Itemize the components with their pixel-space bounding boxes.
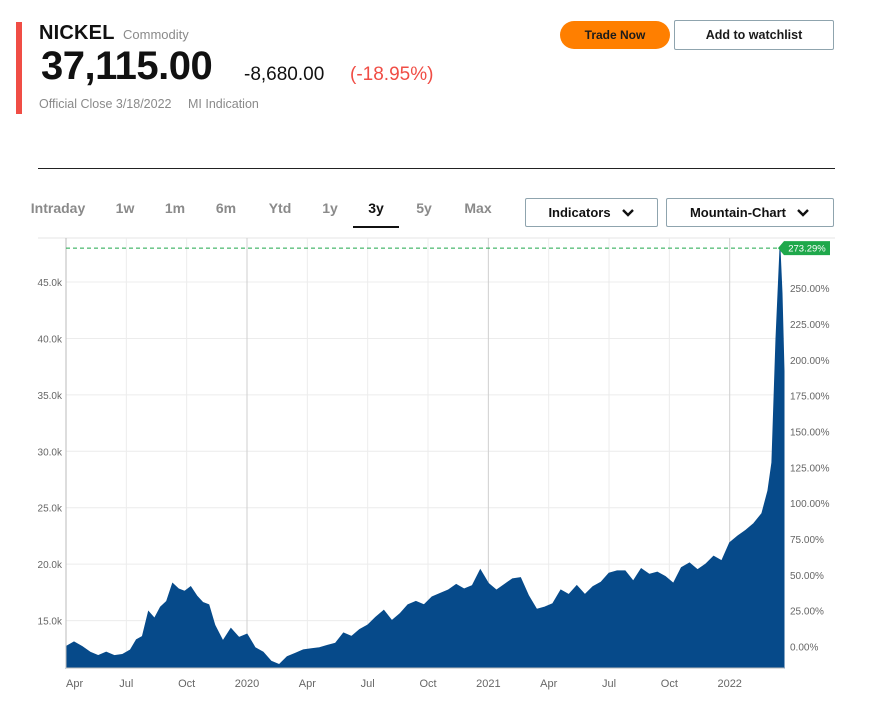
x-tick-label: Apr bbox=[540, 678, 557, 690]
y-tick-label: 35.0k bbox=[38, 391, 63, 402]
pct-tick-label: 0.00% bbox=[790, 643, 818, 654]
y-tick-label: 40.0k bbox=[38, 334, 63, 345]
x-tick-label: Jul bbox=[602, 678, 616, 690]
y-tick-label: 15.0k bbox=[38, 617, 63, 628]
trade-now-button[interactable]: Trade Now bbox=[560, 21, 670, 49]
indicators-label: Indicators bbox=[548, 205, 611, 220]
x-tick-label: Jul bbox=[361, 678, 375, 690]
price-change: -8,680.00 bbox=[244, 64, 325, 85]
pct-tick-label: 150.00% bbox=[790, 428, 830, 439]
tab-intraday[interactable]: Intraday bbox=[30, 200, 86, 216]
pct-tick-label: 225.00% bbox=[790, 320, 830, 331]
pct-tick-label: 25.00% bbox=[790, 607, 824, 618]
high-marker-label: 273.29% bbox=[788, 244, 826, 255]
tab-1w[interactable]: 1w bbox=[115, 200, 135, 216]
asset-category: Commodity bbox=[123, 27, 189, 42]
y-tick-label: 30.0k bbox=[38, 447, 63, 458]
indicators-dropdown[interactable]: Indicators bbox=[525, 198, 658, 227]
y-tick-label: 25.0k bbox=[38, 504, 63, 515]
tab-3y[interactable]: 3y bbox=[368, 200, 384, 216]
indication-label: MI Indication bbox=[188, 97, 259, 111]
chevron-down-icon bbox=[621, 208, 634, 217]
y-tick-label: 20.0k bbox=[38, 560, 63, 571]
tab-ytd[interactable]: Ytd bbox=[268, 200, 292, 216]
x-tick-label: Jul bbox=[119, 678, 133, 690]
last-price: 37,115.00 bbox=[41, 44, 213, 88]
official-close-info: Official Close 3/18/2022 bbox=[39, 97, 172, 111]
pct-tick-label: 175.00% bbox=[790, 392, 830, 403]
tab-6m[interactable]: 6m bbox=[215, 200, 237, 216]
chart-type-label: Mountain-Chart bbox=[689, 205, 787, 220]
price-chart[interactable]: 15.0k 20.0k 25.0k 30.0k 35.0k 40.0k 45.0k 0.00%… bbox=[0, 230, 869, 719]
x-tick-label: 2020 bbox=[235, 678, 259, 690]
x-tick-label: 2022 bbox=[717, 678, 741, 690]
chevron-down-icon bbox=[797, 208, 809, 217]
header-divider bbox=[38, 168, 835, 169]
price-area bbox=[65, 248, 785, 669]
x-tick-label: 2021 bbox=[476, 678, 500, 690]
add-to-watchlist-button[interactable]: Add to watchlist bbox=[674, 20, 834, 50]
x-tick-label: Oct bbox=[178, 678, 195, 690]
pct-tick-label: 50.00% bbox=[790, 571, 824, 582]
chart-type-dropdown[interactable]: Mountain-Chart bbox=[666, 198, 834, 227]
tab-1m[interactable]: 1m bbox=[164, 200, 186, 216]
high-marker-badge bbox=[778, 241, 830, 256]
tab-max[interactable]: Max bbox=[464, 200, 492, 216]
y-tick-label: 45.0k bbox=[38, 278, 63, 289]
pct-tick-label: 250.00% bbox=[790, 284, 830, 295]
pct-tick-label: 100.00% bbox=[790, 499, 830, 510]
pct-tick-label: 125.00% bbox=[790, 463, 830, 474]
tab-1y[interactable]: 1y bbox=[322, 200, 338, 216]
x-tick-label: Apr bbox=[299, 678, 316, 690]
price-change-percent: (-18.95%) bbox=[350, 64, 434, 85]
pct-tick-label: 200.00% bbox=[790, 356, 830, 367]
accent-bar bbox=[16, 22, 22, 114]
x-tick-label: Oct bbox=[419, 678, 436, 690]
x-tick-label: Oct bbox=[661, 678, 678, 690]
active-tab-indicator bbox=[353, 226, 399, 228]
tab-5y[interactable]: 5y bbox=[416, 200, 432, 216]
x-tick-label: Apr bbox=[66, 678, 83, 690]
ticker-symbol: NICKEL bbox=[39, 22, 115, 44]
pct-tick-label: 75.00% bbox=[790, 535, 824, 546]
